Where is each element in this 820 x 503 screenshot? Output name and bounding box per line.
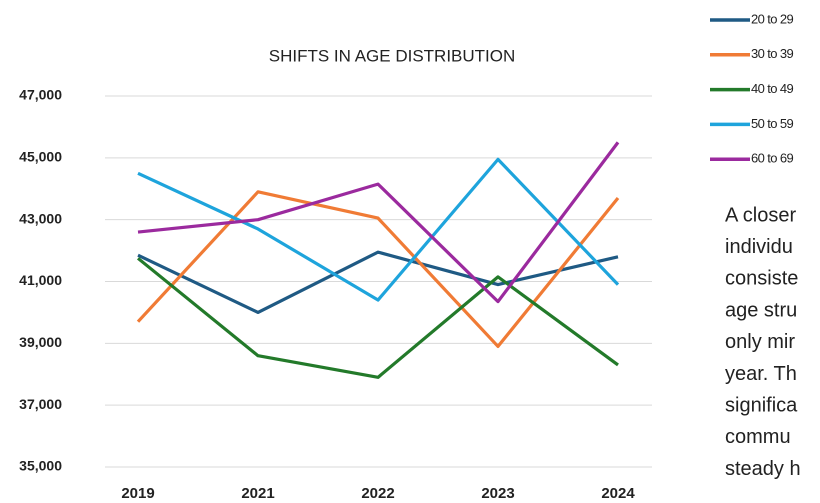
y-tick-label: 39,000 xyxy=(19,334,62,350)
side-text: age stru xyxy=(725,299,797,321)
legend-label: 50 to 59 xyxy=(751,116,794,131)
side-text: consiste xyxy=(725,268,798,290)
side-text: steady h xyxy=(725,458,801,480)
side-text: significa xyxy=(725,394,798,416)
x-tick-label: 2024 xyxy=(601,485,635,502)
y-tick-label: 43,000 xyxy=(19,210,62,226)
line-series xyxy=(137,157,620,302)
line-series xyxy=(137,250,619,315)
side-text: A closer xyxy=(725,204,796,226)
line-series xyxy=(136,190,620,349)
x-tick-label: 2023 xyxy=(481,485,514,502)
legend-label: 30 to 39 xyxy=(751,46,794,61)
side-text: individu xyxy=(725,236,793,258)
side-text: commu xyxy=(725,426,791,448)
line-series xyxy=(137,141,620,304)
chart-title: SHIFTS IN AGE DISTRIBUTION xyxy=(269,46,516,65)
legend-label: 20 to 29 xyxy=(751,11,794,26)
y-tick-label: 37,000 xyxy=(19,396,62,412)
y-tick-label: 45,000 xyxy=(19,149,62,165)
y-tick-label: 47,000 xyxy=(19,87,62,103)
side-text: only mir xyxy=(725,331,795,353)
legend-label: 60 to 69 xyxy=(751,151,794,166)
legend-label: 40 to 49 xyxy=(751,81,794,96)
y-tick-label: 41,000 xyxy=(19,272,62,288)
x-tick-label: 2019 xyxy=(121,485,154,502)
line-series xyxy=(136,257,619,379)
y-tick-label: 35,000 xyxy=(19,458,62,474)
side-text: year. Th xyxy=(725,363,797,385)
x-tick-label: 2022 xyxy=(361,485,394,502)
x-tick-label: 2021 xyxy=(241,485,274,502)
